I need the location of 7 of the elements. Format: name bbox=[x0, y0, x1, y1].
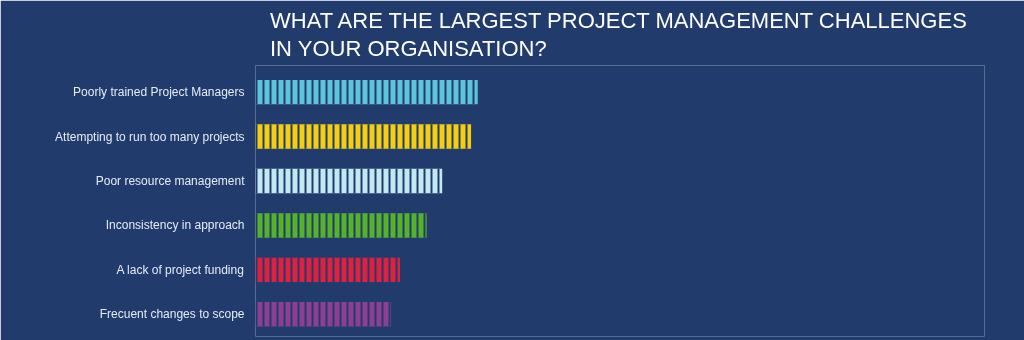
y-tick-label: A lack of project funding bbox=[116, 262, 244, 277]
y-tick-label: Attempting to run too many projects bbox=[55, 129, 245, 144]
text: WHAT ARE THE LARGEST PROJECT MANAGEMENT CHALLENGES IN YOUR ORGANISATION? bbox=[269, 8, 967, 61]
y-tick-label: Inconsistency in approach bbox=[105, 218, 245, 233]
y-tick-label: Poor resource management bbox=[95, 174, 246, 189]
y-tick-label: Frecuent changes to scope bbox=[99, 307, 245, 322]
y-tick-label: Poorly trained Project Managers bbox=[73, 85, 245, 100]
